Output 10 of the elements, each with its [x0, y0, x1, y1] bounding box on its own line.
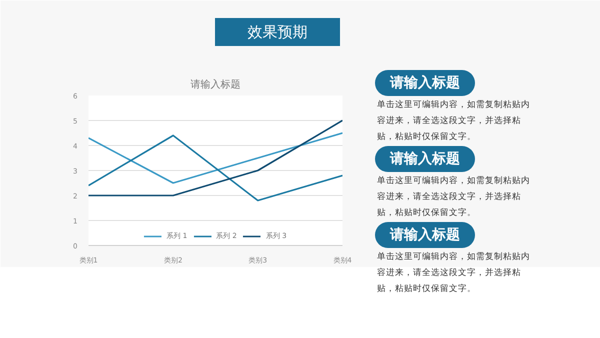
text: 效果预期	[215, 18, 340, 46]
text: 请输入标题	[375, 70, 475, 96]
line-series	[88, 134, 342, 202]
text: 单击这里可编辑内容，如需复制粘贴内容进来，请全选这段文字，并选择粘贴，粘贴时仅保留文字。	[377, 174, 531, 220]
text: 请输入标题	[375, 222, 475, 248]
text: 请输入标题	[375, 146, 475, 172]
chart-title: 请输入标题	[190, 78, 240, 90]
text: 单击这里可编辑内容，如需复制粘贴内容进来，请全选这段文字，并选择粘贴，粘贴时仅保留文字。	[377, 250, 531, 296]
text: 单击这里可编辑内容，如需复制粘贴内容进来，请全选这段文字，并选择粘贴，粘贴时仅保留文字。	[377, 98, 531, 144]
line-series	[88, 132, 342, 184]
